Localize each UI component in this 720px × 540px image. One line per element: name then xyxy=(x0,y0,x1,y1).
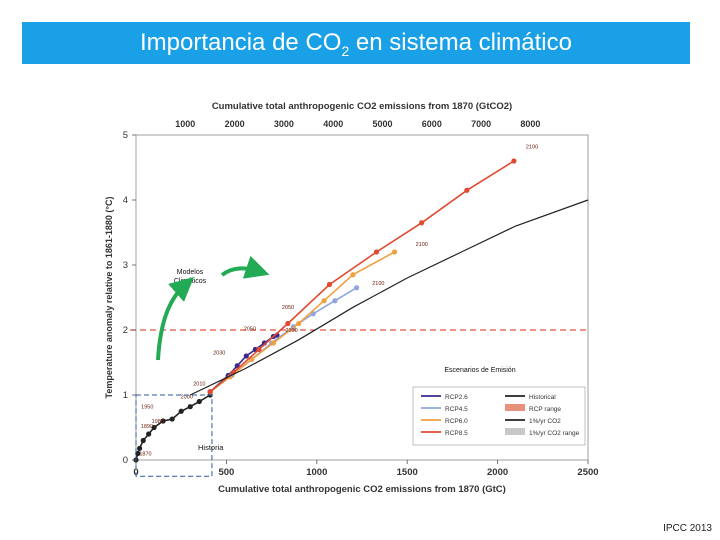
series-line-1-yr-co2 xyxy=(189,199,589,396)
x-tick-label: 2000 xyxy=(487,467,508,478)
top-tick-label: 2000 xyxy=(225,119,245,129)
x-tick-label: 2500 xyxy=(577,467,598,478)
y-tick-label: 4 xyxy=(123,195,128,206)
source-credit: IPCC 2013 xyxy=(663,523,712,534)
data-point-historical xyxy=(160,418,166,424)
legend-box xyxy=(412,386,586,446)
x-tick-label: 500 xyxy=(218,467,234,478)
legend-label: 1%/yr CO2 range xyxy=(529,430,580,437)
chart-title: Cumulative total anthropogenic CO2 emiss… xyxy=(212,101,512,112)
data-point-historical xyxy=(169,416,175,422)
legend-label: RCP2.6 xyxy=(445,394,468,401)
year-label: 2050 xyxy=(282,305,294,311)
year-label: 2010 xyxy=(193,382,205,388)
data-point-historical xyxy=(140,437,146,444)
data-point-historical xyxy=(178,408,184,414)
slide-title-subscript: 2 xyxy=(341,42,350,59)
data-point-rcp8-5 xyxy=(419,220,425,226)
data-point-rcp8-5 xyxy=(207,389,213,395)
series-lines xyxy=(133,158,589,463)
year-label: 2000 xyxy=(181,395,193,401)
data-point-rcp6-0 xyxy=(296,320,302,327)
legend-label: RCP6.0 xyxy=(445,418,468,425)
year-label: 1870 xyxy=(139,452,151,458)
year-label: 1890 xyxy=(141,424,153,430)
data-point-rcp6-0 xyxy=(270,340,277,346)
legend-swatch xyxy=(505,428,525,435)
axes: Cumulative total anthropogenic CO2 emiss… xyxy=(104,101,599,495)
arrow-right-icon xyxy=(220,255,270,279)
data-point-rcp8-5 xyxy=(256,346,262,353)
legend-label: 1%/yr CO2 xyxy=(529,418,561,425)
y-tick-label: 2 xyxy=(123,325,128,336)
top-tick-label: 4000 xyxy=(323,119,343,129)
data-point-rcp4-5 xyxy=(332,298,338,304)
annotation-escenarios: Escenarios de Emisión xyxy=(444,367,515,374)
top-tick-label: 1000 xyxy=(175,119,195,129)
y-tick-label: 0 xyxy=(123,455,128,466)
legend-label: RCP range xyxy=(529,406,561,413)
data-point-historical xyxy=(137,445,143,451)
historia-highlight-box xyxy=(135,394,213,477)
x-tick-label: 1000 xyxy=(306,467,327,478)
year-label: 2100 xyxy=(372,281,384,287)
data-point-rcp8-5 xyxy=(464,187,470,193)
data-point-rcp8-5 xyxy=(326,281,333,288)
data-point-historical xyxy=(151,424,157,431)
year-label: 2100 xyxy=(526,144,538,150)
year-label: 1980 xyxy=(152,419,164,425)
year-label: 2050 xyxy=(244,326,256,332)
slide-title-prefix: Importancia de CO xyxy=(140,29,342,56)
annotation-historia: Historia xyxy=(198,443,224,452)
top-tick-label: 7000 xyxy=(471,119,491,129)
top-tick-label: 8000 xyxy=(520,119,540,129)
top-tick-label: 3000 xyxy=(274,119,294,129)
data-point-rcp6-0 xyxy=(350,272,356,278)
data-point-rcp2-6 xyxy=(243,353,249,359)
year-label: 1950 xyxy=(141,404,153,410)
slide-title-suffix: en sistema climático xyxy=(349,29,572,56)
data-point-rcp8-5 xyxy=(373,249,380,255)
data-point-historical xyxy=(135,450,141,457)
y-tick-label: 5 xyxy=(123,130,128,141)
data-point-historical xyxy=(187,404,193,410)
y-axis-label: Temperature anomaly relative to 1861-188… xyxy=(104,196,114,398)
data-point-rcp6-0 xyxy=(391,249,398,255)
year-labels: 1870 1890 1950 1980 2000 2010 2030 2050 2100 2050… xyxy=(139,144,538,457)
data-point-historical xyxy=(146,431,152,437)
legend-label: Historical xyxy=(529,394,556,401)
data-point-historical xyxy=(196,398,202,405)
year-label: 2100 xyxy=(416,242,428,248)
legend: RCP2.6 Historical RCP4.5 RCP range RCP6.0 1%/… xyxy=(412,386,586,446)
arrow-up-icon xyxy=(156,277,194,361)
chart-container: 1870 1890 1950 1980 2000 2010 2030 2050 2100 2050… xyxy=(100,95,610,500)
slide-title: Importancia de CO2 en sistema climático xyxy=(22,22,690,64)
legend-label: RCP4.5 xyxy=(445,406,468,413)
legend-label: RCP8.5 xyxy=(445,430,468,437)
data-point-rcp4-5 xyxy=(353,285,360,291)
year-label: 2100 xyxy=(285,328,297,334)
legend-swatch xyxy=(505,404,525,411)
data-point-rcp6-0 xyxy=(321,298,327,304)
y-tick-label: 1 xyxy=(123,390,128,401)
data-point-rcp8-5 xyxy=(285,320,291,327)
y-tick-label: 3 xyxy=(123,260,128,271)
year-label: 2030 xyxy=(213,350,225,356)
data-point-rcp8-5 xyxy=(511,158,517,164)
top-tick-label: 6000 xyxy=(422,119,442,129)
top-tick-label: 5000 xyxy=(373,119,393,129)
x-axis-label: Cumulative total anthropogenic CO2 emiss… xyxy=(218,484,506,495)
x-tick-label: 1500 xyxy=(397,467,418,478)
